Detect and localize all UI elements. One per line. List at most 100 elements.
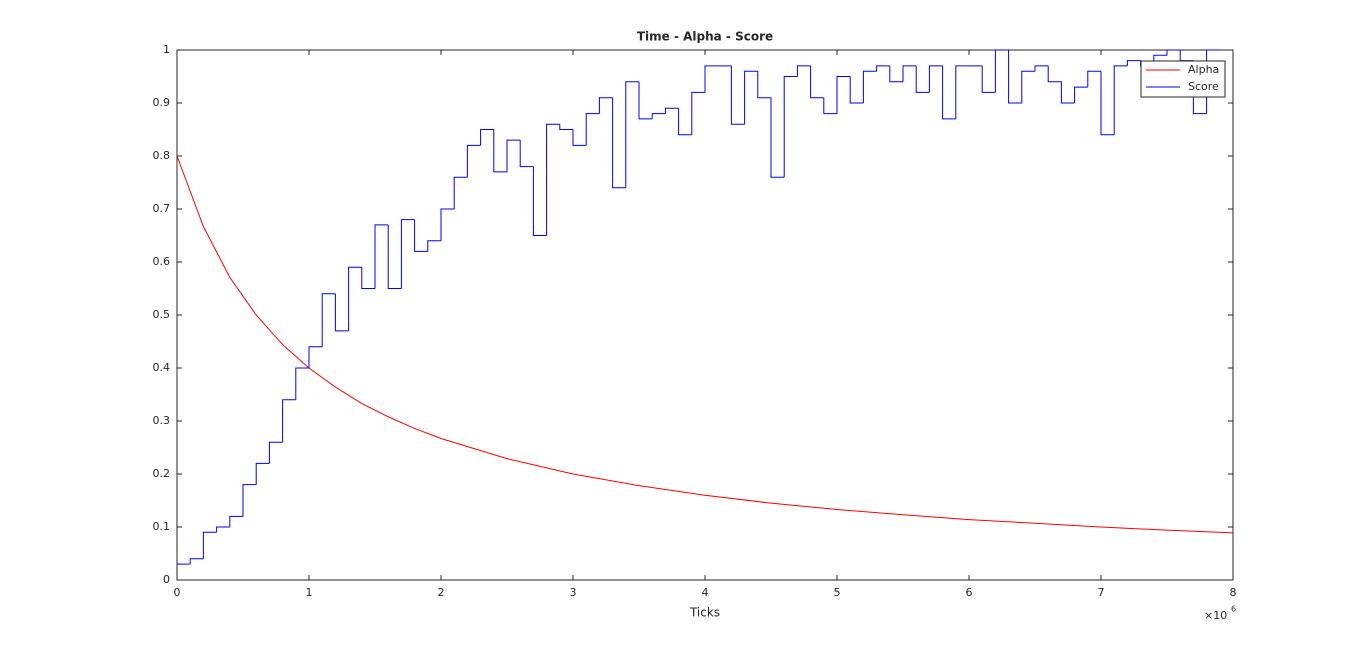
x-tick-label: 7 [1098,586,1105,599]
stair-step [1126,60,1141,66]
x-tick-label: 4 [702,586,709,599]
x-tick-label: 8 [1230,586,1237,599]
stair-step [770,97,785,178]
stair-step [612,97,626,189]
y-tick-label: 0.5 [153,308,171,321]
stair-step [1100,71,1115,136]
stair-step [915,65,930,93]
x-tick-label: 1 [306,586,313,599]
stair-step [823,97,837,115]
stair-step [202,531,217,559]
stair-step [255,462,270,485]
stair-step [928,65,943,93]
stair-step [559,124,573,130]
y-tick-label: 0 [163,573,170,586]
stair-step [678,108,692,136]
stair-step [519,140,534,168]
stair-step [664,107,679,114]
stair-step [876,65,890,72]
stair-step [1074,86,1088,103]
stair-step [466,144,481,178]
y-tick-label: 0.1 [153,520,171,533]
stair-step [810,65,824,99]
stair-step [1060,81,1075,104]
y-tick-label: 0.4 [153,361,171,374]
y-tick-label: 0.6 [153,255,171,268]
stair-step [427,240,441,252]
stair-step [374,224,389,289]
stair-step [242,484,257,517]
stair-step [387,224,402,289]
stair-step [598,97,613,114]
stair-step [532,166,547,236]
line-series [176,155,1234,534]
stair-step [625,81,639,188]
chart-title: Time - Alpha - Score [637,30,773,44]
plot-area [176,49,1234,581]
stair-step [744,70,758,125]
legend-box [1140,60,1226,98]
stair-step [585,113,600,146]
stair-step [849,76,864,104]
stair-step [216,526,230,533]
y-tick-label: 0.3 [153,414,171,427]
stair-step [955,65,969,119]
stair-step [268,441,283,464]
stair-step [757,71,771,99]
stair-step [308,346,323,368]
legend-label: Score [1188,80,1219,93]
stair-step [493,129,507,173]
x-multiplier-base: ×10 [1204,609,1227,622]
stair-step [1034,65,1049,72]
x-tick-label: 3 [570,586,577,599]
stair-step [862,70,877,103]
stair-step [638,81,653,120]
stair-step [1166,49,1181,56]
stair-step [480,129,494,146]
stair-step [572,129,587,146]
stair-step [1113,65,1128,135]
stair-step [453,176,468,209]
stair-step [1021,70,1035,103]
stair-step [1008,50,1022,104]
y-tick-label: 0.7 [153,202,171,215]
stair-step [282,399,296,443]
x-tick-label: 6 [966,586,973,599]
stair-step [783,76,798,178]
stair-step [1047,65,1062,83]
stair-step [651,113,666,119]
stair-step [321,293,336,347]
stair-step [1087,70,1101,88]
stair-step [730,65,745,125]
legend-label: Alpha [1188,63,1219,76]
stair-step [189,558,204,565]
y-tick-label: 1 [163,43,170,56]
x-tick-label: 5 [834,586,841,599]
stair-step [889,65,903,83]
stair-step [691,91,705,135]
stair-step [506,139,521,172]
x-multiplier-exponent: 6 [1231,605,1236,614]
stair-step [400,219,415,289]
x-tick-label: 2 [438,586,445,599]
stair-step [994,49,1009,93]
stair-step [295,367,309,400]
stair-step [981,65,996,93]
stair-step [704,65,719,93]
y-tick-label: 0.8 [153,149,171,162]
stair-step [414,219,428,252]
stair-step [334,293,349,332]
stair-step [361,267,375,289]
stair-step [229,515,243,527]
x-axis-label: Ticks [689,606,720,620]
x-tick-label: 0 [174,586,181,599]
stair-step [796,65,811,77]
y-tick-label: 0.9 [153,96,171,109]
stair-step [836,76,851,114]
stair-step [440,208,455,241]
y-tick-label: 0.2 [153,467,171,480]
stair-step [348,266,362,331]
stair-step [942,65,956,120]
stair-step [546,123,560,236]
